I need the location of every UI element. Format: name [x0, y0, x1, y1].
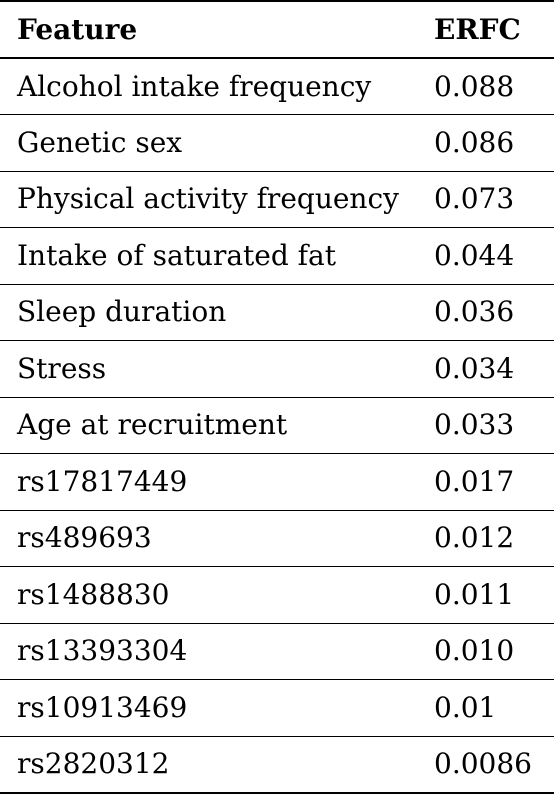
feature-cell: rs10913469 [0, 679, 420, 737]
table-body: Alcohol intake frequency 0.088 Genetic s… [0, 58, 554, 794]
erfc-cell: 0.036 [420, 284, 554, 341]
erfc-cell: 0.044 [420, 227, 554, 285]
feature-cell: rs1488830 [0, 566, 420, 624]
erfc-cell: 0.012 [420, 510, 554, 567]
table-row: rs1488830 0.011 [0, 566, 554, 624]
table-header-row: Feature ERFC [0, 0, 554, 59]
feature-cell: Intake of saturated fat [0, 227, 420, 285]
erfc-cell: 0.017 [420, 453, 554, 511]
feature-cell: Sleep duration [0, 284, 420, 341]
feature-cell: rs13393304 [0, 623, 420, 680]
table-row: rs489693 0.012 [0, 510, 554, 567]
erfc-cell: 0.033 [420, 397, 554, 454]
erfc-cell: 0.010 [420, 623, 554, 680]
feature-cell: Alcohol intake frequency [0, 58, 420, 115]
header-erfc: ERFC [420, 0, 554, 59]
erfc-cell: 0.088 [420, 58, 554, 115]
table-row: Intake of saturated fat 0.044 [0, 227, 554, 285]
table-row: rs2820312 0.0086 [0, 736, 554, 794]
erfc-cell: 0.011 [420, 566, 554, 624]
table-row: rs17817449 0.017 [0, 453, 554, 511]
header-feature: Feature [0, 0, 420, 59]
table-row: Genetic sex 0.086 [0, 114, 554, 172]
erfc-cell: 0.034 [420, 340, 554, 398]
table-row: rs13393304 0.010 [0, 623, 554, 680]
table-row: Alcohol intake frequency 0.088 [0, 58, 554, 115]
table-row: Age at recruitment 0.033 [0, 397, 554, 454]
feature-cell: Stress [0, 340, 420, 398]
feature-cell: rs17817449 [0, 453, 420, 511]
table-row: Physical activity frequency 0.073 [0, 171, 554, 228]
erfc-cell: 0.086 [420, 114, 554, 172]
feature-cell: rs2820312 [0, 736, 420, 794]
erfc-cell: 0.073 [420, 171, 554, 228]
table-row: Stress 0.034 [0, 340, 554, 398]
feature-cell: rs489693 [0, 510, 420, 567]
feature-cell: Physical activity frequency [0, 171, 420, 228]
erfc-cell: 0.01 [420, 679, 554, 737]
table-row: Sleep duration 0.036 [0, 284, 554, 341]
feature-cell: Age at recruitment [0, 397, 420, 454]
table-row: rs10913469 0.01 [0, 679, 554, 737]
feature-cell: Genetic sex [0, 114, 420, 172]
erfc-cell: 0.0086 [420, 736, 554, 794]
